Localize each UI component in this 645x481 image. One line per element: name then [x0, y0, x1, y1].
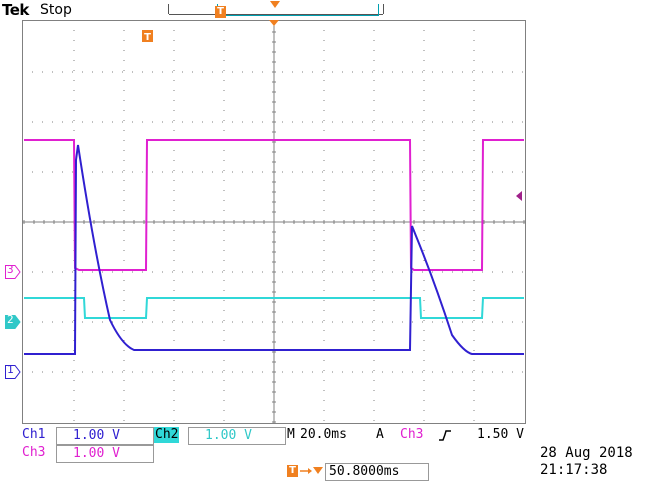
graticule — [22, 20, 526, 424]
time-display: 21:17:38 — [540, 462, 608, 478]
record-view-bar[interactable]: T — [168, 4, 384, 18]
ch1-marker[interactable]: 1 — [5, 363, 21, 379]
ch3-scale: 1.00 V — [73, 446, 120, 461]
ch2-marker-label: 2 — [7, 313, 14, 326]
trigger-mode: A — [376, 427, 384, 442]
ch1-ground-marker-icon — [5, 365, 21, 379]
trigger-point-marker-icon — [270, 1, 280, 8]
ch3-marker[interactable]: 3 — [5, 263, 21, 279]
position-value-box[interactable]: 50.8000ms — [325, 463, 429, 481]
horizontal-position-indicator[interactable]: T — [287, 463, 323, 479]
trigger-level-icon[interactable] — [516, 191, 522, 201]
ch1-scale: 1.00 V — [73, 428, 120, 443]
ch2-scale-box[interactable]: 1.00 V — [188, 427, 286, 445]
trigger-time-marker[interactable]: T — [142, 30, 153, 43]
ch1-name[interactable]: Ch1 — [22, 427, 46, 442]
brand-logo: Tek — [2, 1, 29, 19]
svg-text:T: T — [144, 32, 151, 43]
timebase-value[interactable]: 20.0ms — [300, 427, 347, 442]
rising-edge-icon — [439, 430, 451, 441]
trigger-pointer-icon — [269, 20, 279, 26]
ch1-marker-label: 1 — [7, 363, 14, 376]
ch1-waveform — [24, 144, 524, 355]
trigger-level[interactable]: 1.50 V — [477, 427, 524, 442]
trigger-source[interactable]: Ch3 — [400, 427, 424, 442]
record-line — [169, 14, 383, 15]
ch2-marker[interactable]: 2 — [5, 313, 21, 329]
timebase-label: M — [287, 427, 295, 442]
ch3-scale-box[interactable]: 1.00 V — [56, 445, 154, 463]
position-value: 50.8000ms — [329, 464, 400, 479]
acquisition-state: Stop — [40, 2, 72, 18]
ch2-name[interactable]: Ch2 — [154, 427, 180, 443]
arrow-to-trigger-icon — [300, 467, 323, 474]
record-window[interactable] — [217, 4, 379, 16]
ch2-ground-marker-icon — [5, 315, 21, 329]
ch3-waveform — [24, 139, 524, 271]
ch3-name[interactable]: Ch3 — [22, 445, 46, 460]
date-display: 28 Aug 2018 — [540, 445, 633, 461]
top-status-bar: Tek Stop T — [0, 0, 645, 20]
ch2-waveform — [24, 297, 524, 319]
ch3-ground-marker-icon — [5, 265, 21, 279]
ch3-marker-label: 3 — [7, 263, 14, 276]
position-trigger-badge: T — [287, 465, 298, 477]
trigger-position-badge: T — [215, 6, 226, 18]
ch1-scale-box[interactable]: 1.00 V — [56, 427, 154, 445]
ch2-scale: 1.00 V — [205, 428, 252, 443]
waveform-display[interactable]: T — [22, 20, 526, 424]
